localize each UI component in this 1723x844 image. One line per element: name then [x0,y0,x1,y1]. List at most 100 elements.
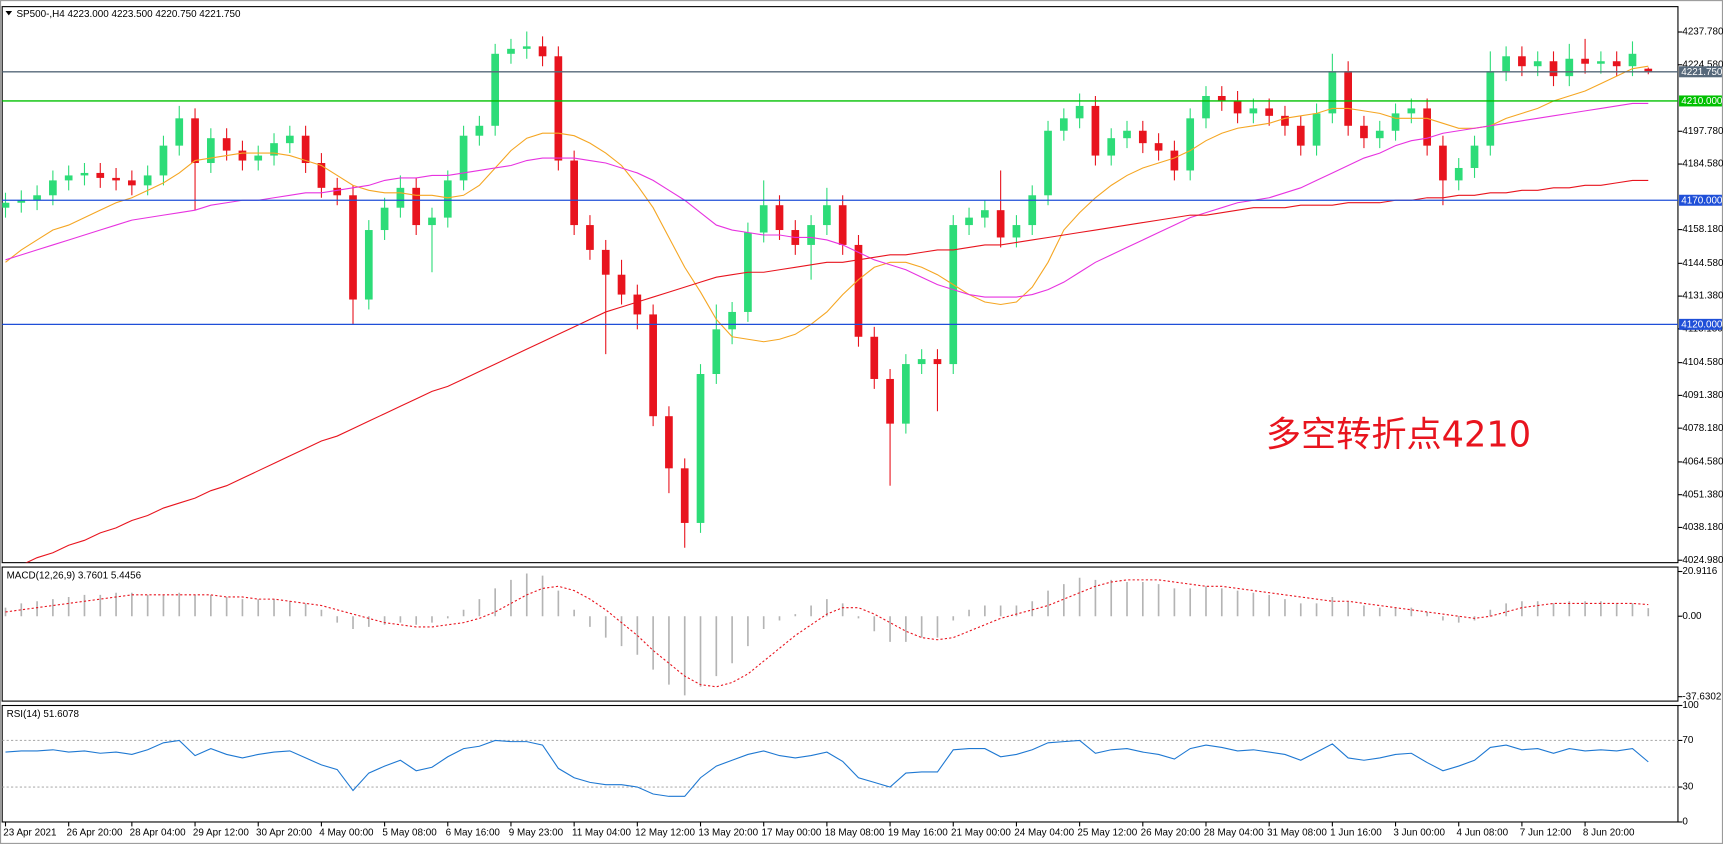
candle-body [617,274,626,295]
y-tick-label: 4197.780 [1682,126,1723,137]
x-tick-label: 6 May 16:00 [446,828,501,839]
x-tick-label: 28 Apr 04:00 [130,828,187,839]
y-tick-label: 4024.980 [1682,555,1723,566]
moving-average [5,102,1649,298]
candle-body [1265,108,1274,116]
x-tick-label: 1 Jun 16:00 [1330,828,1382,839]
candle-body [175,118,184,146]
x-tick-label: 19 May 16:00 [888,828,948,839]
y-tick-label: 4051.380 [1682,489,1723,500]
candle-body [128,180,136,186]
candle-body [428,217,436,226]
candle-body [1454,167,1463,181]
candle-body [333,187,342,196]
candle-body [1502,56,1510,72]
x-tick-label: 28 May 04:00 [1204,828,1264,839]
candle-body [1612,61,1621,67]
macd-title: MACD(12,26,9) 3.7601 5.4456 [7,570,142,581]
candle-body [285,135,294,144]
candle-body [1518,56,1526,67]
candle-body [759,205,768,233]
candle-body [854,244,863,337]
y-tick-label: 4224.580 [1682,59,1723,70]
candle-body [301,135,310,164]
candle-body [1044,130,1052,196]
candle-body [64,175,73,181]
candle-body [1628,53,1637,67]
x-tick-label: 24 May 04:00 [1014,828,1074,839]
x-tick-label: 12 May 12:00 [635,828,695,839]
rsi-panel [1,704,1679,823]
candle-body [917,359,926,365]
candle-body [981,210,989,218]
candle-body [507,48,515,54]
candle-body [538,46,547,57]
x-tick-label: 3 Jun 00:00 [1393,828,1445,839]
candle-body [1186,118,1195,171]
candle-body [1012,225,1021,238]
y-tick-label: 30 [1682,782,1693,793]
candle-body [254,155,263,161]
candle-body [649,314,657,417]
y-tick-label: 4144.580 [1682,258,1723,269]
candle-body [586,225,594,250]
candle-body [886,378,894,424]
candle-body [412,187,421,226]
candle-body [1597,61,1605,64]
x-tick-label: 13 May 20:00 [698,828,758,839]
candle-body [728,311,736,330]
x-tick-label: 8 Jun 20:00 [1583,828,1635,839]
candle-body [1107,138,1116,156]
x-tick-label: 7 Jun 12:00 [1520,828,1572,839]
candle-body [17,200,26,203]
x-tick-label: 4 Jun 08:00 [1457,828,1509,839]
menu-triangle[interactable] [5,11,13,16]
candle-body [459,135,468,181]
x-tick-label: 25 May 12:00 [1077,828,1137,839]
candle-body [1296,125,1305,146]
y-tick-label: 4131.380 [1682,291,1723,302]
x-tick-label: 17 May 00:00 [762,828,822,839]
candle-body [1344,71,1353,126]
candle-body [112,177,120,181]
candle-body [1312,113,1321,146]
rsi-line [5,739,1649,797]
candle-body [491,53,500,126]
candle-body [823,205,831,226]
candle-body [443,180,452,218]
y-tick-label: 4184.580 [1682,159,1723,170]
candle-body [270,143,278,156]
annotation: 多空转折点4210 [1266,414,1531,455]
candle-body [1123,130,1131,139]
x-tick-label: 21 May 00:00 [951,828,1011,839]
candle-body [696,374,705,523]
x-tick-label: 18 May 08:00 [825,828,885,839]
candle-body [222,138,231,151]
candle-body [1233,100,1242,114]
candle-body [475,125,484,136]
candle-body [1170,150,1179,171]
x-tick-label: 29 Apr 12:00 [193,828,250,839]
y-tick-label: 20.9116 [1682,566,1717,577]
candle-body [712,329,721,375]
candle-body [1423,108,1431,146]
candle-body [996,210,1005,238]
candle-body [1644,68,1653,72]
candle-body [838,205,847,245]
candle-body [633,294,642,315]
candle-body [1549,61,1558,77]
price-label: 4120.000 [1681,320,1723,331]
x-tick-label: 4 May 00:00 [319,828,374,839]
candle-body [1328,71,1337,114]
y-tick-label: 4064.580 [1682,457,1723,468]
candle-body [680,468,689,523]
x-tick-label: 9 May 23:00 [509,828,564,839]
candle-body [80,172,89,176]
rsi-title: RSI(14) 51.6078 [7,709,80,720]
candle-body [96,172,105,178]
candle-body [1091,105,1100,156]
price-label-box [1679,194,1722,206]
candle-body [570,160,578,226]
candle-body [1154,143,1163,151]
